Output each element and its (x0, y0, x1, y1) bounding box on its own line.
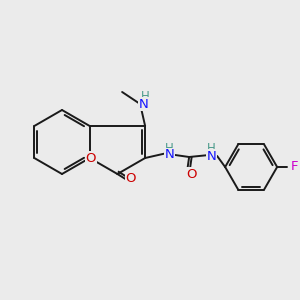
Text: N: N (164, 148, 174, 161)
Text: H: H (165, 142, 173, 154)
Text: N: N (138, 98, 148, 110)
Text: H: H (141, 89, 149, 103)
Text: H: H (207, 142, 215, 155)
Text: O: O (125, 172, 136, 185)
Text: O: O (85, 152, 96, 164)
Text: N: N (206, 149, 216, 163)
Text: O: O (186, 167, 196, 181)
Text: F: F (290, 160, 298, 173)
